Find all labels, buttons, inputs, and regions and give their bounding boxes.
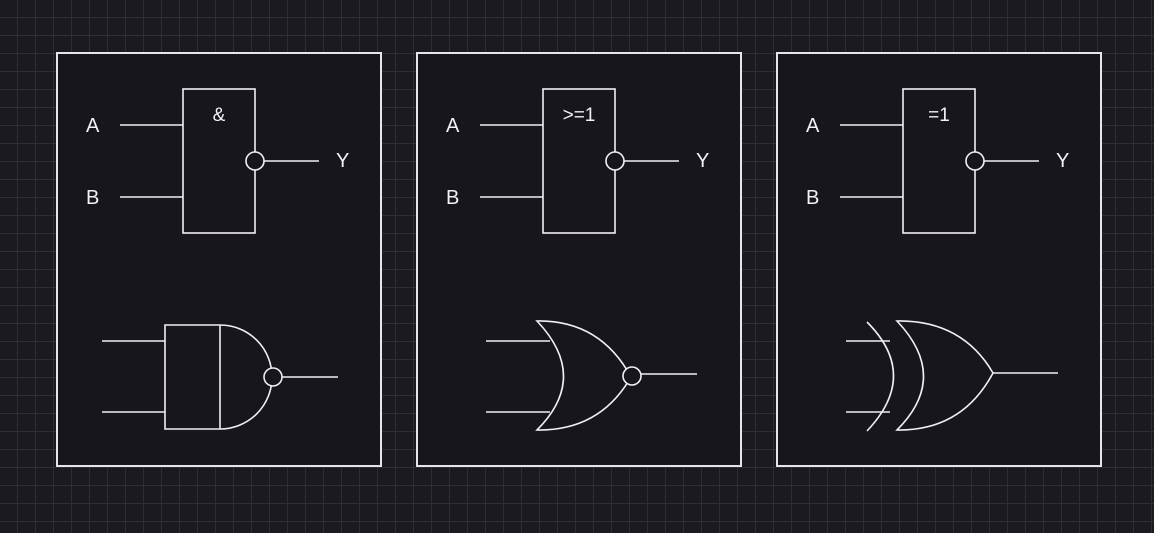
nor-ansi-bubble bbox=[622, 366, 642, 386]
panel-nand: A B & Y bbox=[56, 52, 382, 467]
nor-input-a-label: A bbox=[446, 115, 460, 137]
panel-xnor: A B =1 Y bbox=[776, 52, 1102, 467]
nor-ansi-body bbox=[535, 320, 632, 431]
nor-symbol-text: >=1 bbox=[563, 105, 596, 126]
nand-input-a-label: A bbox=[86, 115, 100, 137]
nor-ansi-symbol bbox=[486, 320, 697, 431]
nor-input-b-label: B bbox=[446, 187, 459, 209]
panel-xnor-frame bbox=[776, 52, 1102, 467]
nand-iec-symbol: A B & Y bbox=[86, 88, 349, 234]
nand-ansi-bubble bbox=[263, 367, 283, 387]
nor-output-label: Y bbox=[696, 150, 709, 172]
panel-nand-frame bbox=[56, 52, 382, 467]
xnor-negation-bubble bbox=[965, 151, 985, 171]
nand-ansi-symbol bbox=[102, 324, 338, 430]
panel-nor-frame bbox=[416, 52, 742, 467]
xnor-input-b-label: B bbox=[806, 187, 819, 209]
nand-symbol-text: & bbox=[213, 105, 226, 126]
nand-input-b-label: B bbox=[86, 187, 99, 209]
xnor-ansi-body bbox=[895, 320, 994, 431]
xnor-ansi-extra-arc bbox=[866, 321, 895, 432]
xnor-output-label: Y bbox=[1056, 150, 1069, 172]
nand-output-label: Y bbox=[336, 150, 349, 172]
xnor-input-a-label: A bbox=[806, 115, 820, 137]
xnor-iec-symbol: A B =1 Y bbox=[806, 88, 1069, 234]
xnor-ansi-symbol bbox=[846, 320, 1058, 432]
xnor-symbol-text: =1 bbox=[928, 105, 950, 126]
panel-nor: A B >=1 Y bbox=[416, 52, 742, 467]
nor-iec-symbol: A B >=1 Y bbox=[446, 88, 709, 234]
nor-negation-bubble bbox=[605, 151, 625, 171]
nand-negation-bubble bbox=[245, 151, 265, 171]
